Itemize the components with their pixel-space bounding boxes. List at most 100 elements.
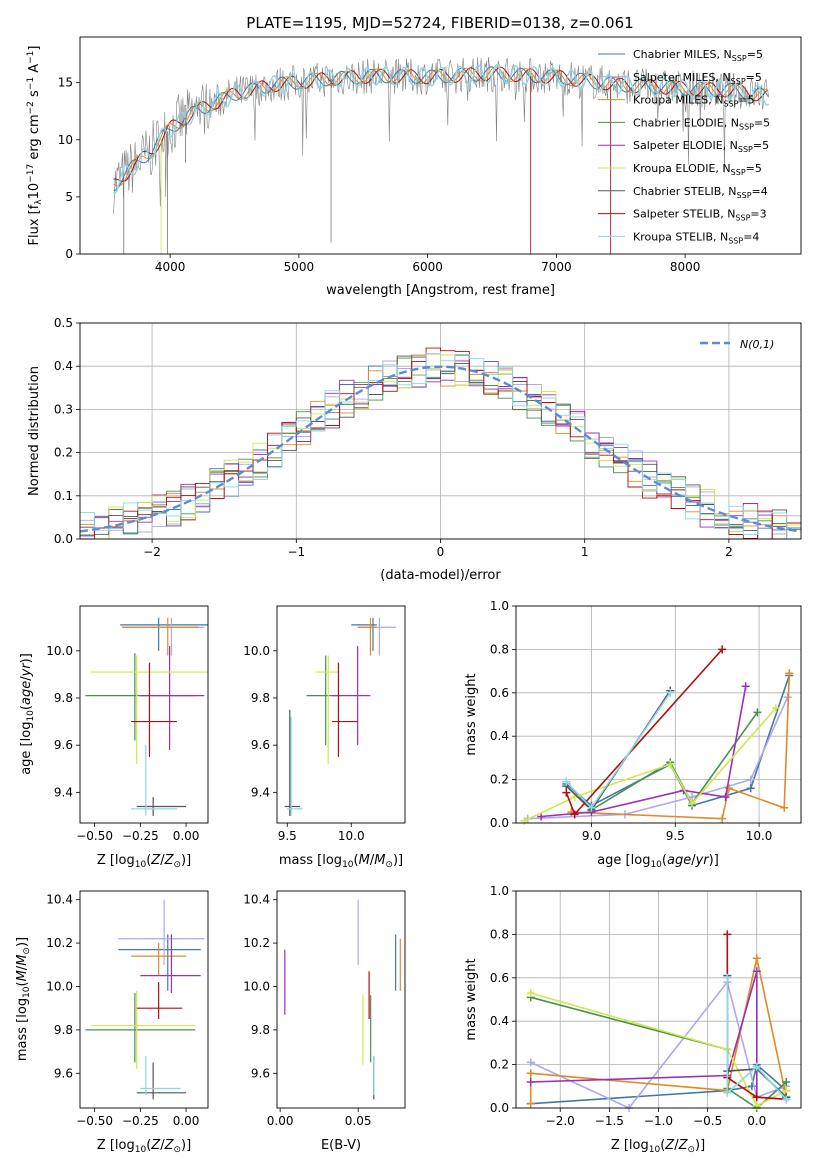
mass-weight-vs-Z-marker xyxy=(723,973,732,982)
spectrum-model-2 xyxy=(113,66,769,187)
mass-weight-vs-age-xtick-label: 9.5 xyxy=(666,829,685,843)
mass-vs-EBV-ytick-label: 9.8 xyxy=(251,1023,270,1037)
residuals-ytick-label: 0.5 xyxy=(54,316,73,330)
age-vs-Z-axes: −0.50 −0.25 0.00 9.4 9.6 9.8 10.0 xyxy=(46,644,199,843)
mass-weight-vs-Z-marker xyxy=(723,1088,732,1097)
residual-hist-4 xyxy=(80,360,801,540)
mass-weight-vs-Z-axes: −2.0 −1.5 −1.0 −0.5 0.0 0.0 0.2 0.4 0.6 0.8 1.0 xyxy=(490,884,801,1128)
mass-weight-vs-age-marker xyxy=(721,792,730,801)
mass-vs-Z-xlabel: Z [log10(Z/Z⊙)] xyxy=(97,1138,191,1155)
mass-weight-vs-age-ytick-label: 0.8 xyxy=(490,642,509,656)
mass-weight-vs-age-marker xyxy=(666,688,675,697)
mass-weight-vs-age-marker xyxy=(666,760,675,769)
mass-vs-Z-xtick-label: −0.25 xyxy=(122,1114,159,1128)
mass-weight-vs-Z-marker xyxy=(752,1062,761,1071)
residuals-axes: −2 −1 0 1 2 0.0 0.1 0.2 0.3 0.4 0.5 xyxy=(54,316,801,559)
spectrum-axes: 4000 5000 6000 7000 8000 0 5 10 15 xyxy=(58,76,701,274)
mass-weight-vs-age-marker xyxy=(771,703,780,712)
residuals-xtick-label: −2 xyxy=(143,545,161,559)
mass-weight-vs-age-marker xyxy=(562,777,571,786)
legend-label: Chabrier STELIB, NSSP=4 xyxy=(633,185,768,200)
mass-weight-vs-age-marker xyxy=(741,682,750,691)
mass-vs-EBV-axes: 0.00 0.05 9.6 9.8 10.0 10.2 10.4 xyxy=(243,893,371,1128)
spectrum-xlabel: wavelength [Angstrom, rest frame] xyxy=(326,283,555,298)
age-vs-Z-xtick-label: −0.50 xyxy=(76,829,113,843)
mass-weight-vs-Z-ylabel: mass weight xyxy=(464,958,479,1040)
residuals-ytick-label: 0.3 xyxy=(54,402,73,416)
residual-hist-8 xyxy=(80,353,801,540)
spectrum-ytick-label: 5 xyxy=(65,190,73,204)
mass-weight-vs-Z-xtick-label: −2.0 xyxy=(546,1114,575,1128)
mass-weight-vs-Z-ytick-label: 0.2 xyxy=(490,1058,509,1072)
mass-weight-vs-age-marker xyxy=(724,784,733,793)
mass-vs-Z-ytick-label: 9.6 xyxy=(54,1066,73,1080)
age-vs-Z-xtick-label: 0.00 xyxy=(173,829,200,843)
mass-vs-Z-ytick-label: 10.2 xyxy=(46,936,73,950)
age-vs-Z-ytick-label: 9.4 xyxy=(54,785,73,799)
mass-weight-vs-age-ylabel: mass weight xyxy=(464,673,479,755)
mass-vs-Z-xtick-label: −0.50 xyxy=(76,1114,113,1128)
mass-weight-vs-age-marker xyxy=(688,799,697,808)
spectrum-xtick-label: 4000 xyxy=(155,260,186,274)
mass-weight-vs-age-marker xyxy=(753,708,762,717)
mass-weight-vs-age-marker xyxy=(537,812,546,821)
residuals-ytick-label: 0.4 xyxy=(54,359,73,373)
legend-label: Salpeter STELIB, NSSP=3 xyxy=(633,208,767,223)
mass-weight-vs-age-ytick-label: 0.0 xyxy=(490,816,509,830)
mass-weight-vs-age-marker xyxy=(746,784,755,793)
spectrum-model-8 xyxy=(113,63,770,194)
mass-weight-vs-Z-xtick-label: −1.5 xyxy=(595,1114,624,1128)
mass-vs-EBV-ytick-label: 10.4 xyxy=(243,893,270,907)
mass-weight-vs-age-series-8 xyxy=(565,692,671,810)
mass-weight-vs-age-marker xyxy=(718,645,727,654)
mass-weight-vs-Z-marker xyxy=(752,967,761,976)
residual-hist-6 xyxy=(80,355,801,540)
mass-vs-EBV-xlabel: E(B-V) xyxy=(321,1138,361,1153)
mass-weight-vs-Z-frame xyxy=(515,890,802,1109)
mass-vs-EBV-frame xyxy=(276,890,406,1109)
mass-weight-vs-Z-marker xyxy=(752,1093,761,1102)
age-vs-mass-xtick-label: 10.0 xyxy=(338,829,365,843)
mass-weight-vs-age-ytick-label: 0.6 xyxy=(490,686,509,700)
residuals-ylabel: Normed distribution xyxy=(27,366,42,496)
mass-weight-vs-age-ytick-label: 1.0 xyxy=(490,599,509,613)
residuals-xtick-label: 1 xyxy=(581,545,589,559)
mass-vs-EBV-ytick-label: 9.6 xyxy=(251,1066,270,1080)
legend-label: Salpeter MILES, NSSP=5 xyxy=(633,71,762,86)
legend-label: Kroupa STELIB, NSSP=4 xyxy=(633,230,759,245)
mass-weight-vs-Z-xlabel: Z [log10(Z/Z⊙)] xyxy=(611,1138,705,1155)
age-vs-mass-ytick-label: 9.4 xyxy=(251,785,270,799)
spectrum-xtick-label: 7000 xyxy=(541,260,572,274)
residuals-xtick-label: 0 xyxy=(437,545,445,559)
spectrum-ylabel: Flux [fλ10−17 erg cm−2 s−1 A−1] xyxy=(26,46,44,246)
age-vs-Z-ytick-label: 9.6 xyxy=(54,738,73,752)
mass-weight-vs-age-marker xyxy=(587,803,596,812)
mass-weight-vs-Z-marker xyxy=(723,930,732,939)
residuals-ytick-label: 0.2 xyxy=(54,446,73,460)
spectrum-ytick-label: 15 xyxy=(58,76,73,90)
mass-weight-vs-Z-marker xyxy=(526,988,535,997)
legend-label: Kroupa ELODIE, NSSP=5 xyxy=(633,162,762,177)
mass-weight-vs-age-marker xyxy=(570,810,579,819)
mass-weight-vs-age-marker xyxy=(785,669,794,678)
residual-hist-2 xyxy=(80,353,801,540)
normal-legend-label: N(0,1) xyxy=(740,338,774,351)
age-vs-mass-ytick-label: 10.0 xyxy=(243,644,270,658)
mass-weight-vs-age-marker xyxy=(562,788,571,797)
mass-weight-vs-age-frame xyxy=(515,605,802,824)
mass-weight-vs-Z-series-8 xyxy=(726,977,787,1100)
mass-weight-vs-age-marker xyxy=(718,814,727,823)
mass-vs-EBV-ytick-label: 10.0 xyxy=(243,979,270,993)
mass-weight-vs-Z-marker xyxy=(526,1058,535,1067)
mass-weight-vs-age-ytick-label: 0.4 xyxy=(490,729,509,743)
mass-vs-Z-ylabel: mass [log10(M/M⊙)] xyxy=(15,937,32,1061)
mass-weight-vs-age-marker xyxy=(780,803,789,812)
age-vs-Z-xlabel: Z [log10(Z/Z⊙)] xyxy=(97,853,191,870)
residuals-frame xyxy=(79,322,802,540)
mass-weight-vs-age-marker xyxy=(520,816,529,825)
age-vs-Z-ytick-label: 10.0 xyxy=(46,644,73,658)
mass-weight-vs-Z-marker xyxy=(782,1077,791,1086)
age-vs-Z-frame xyxy=(79,605,209,824)
age-vs-Z-ytick-label: 9.8 xyxy=(54,691,73,705)
normal-curve xyxy=(79,365,802,533)
